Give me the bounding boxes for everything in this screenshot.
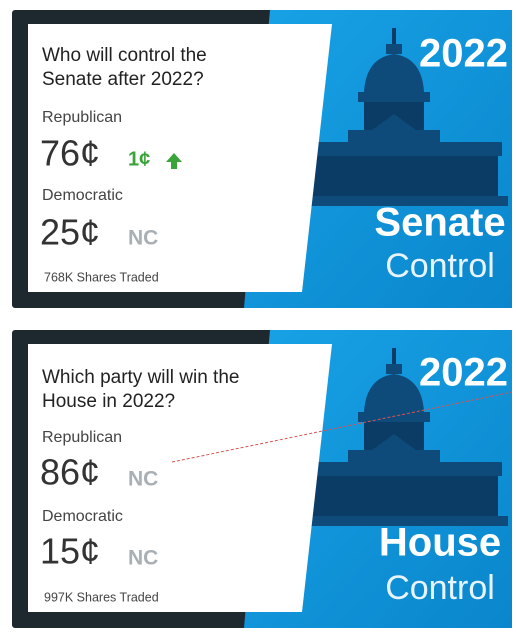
contract-name: Democratic xyxy=(42,187,123,204)
contract-name: Democratic xyxy=(42,508,123,525)
price-change: NC xyxy=(128,468,158,491)
up-arrow xyxy=(166,153,182,169)
contract-price: 86¢ xyxy=(40,452,100,493)
price-change: 1¢ xyxy=(128,148,150,170)
price-change: NC xyxy=(128,227,158,250)
contract-name: Republican xyxy=(42,109,122,126)
banner-year: 2022 xyxy=(419,32,508,76)
contract-name: Republican xyxy=(42,429,122,446)
info-panel xyxy=(28,24,332,292)
question: Who will control the xyxy=(42,45,207,66)
banner-subtitle: Control xyxy=(385,247,495,285)
market-card[interactable]: Who will control the Senate after 2022? … xyxy=(12,10,512,308)
contract-price: 15¢ xyxy=(40,531,100,572)
question: House in 2022? xyxy=(42,391,175,412)
question: Senate after 2022? xyxy=(42,69,204,90)
contract-price: 25¢ xyxy=(40,212,100,253)
annotation-line xyxy=(171,391,513,463)
info-panel xyxy=(28,344,332,612)
contract-price: 76¢ xyxy=(40,133,100,174)
banner-subtitle: Control xyxy=(385,569,495,607)
shares-traded: 768K Shares Traded xyxy=(44,270,159,284)
price-change: NC xyxy=(128,547,158,570)
banner-title: House xyxy=(379,521,501,565)
question: Which party will win the xyxy=(42,367,239,388)
market-card[interactable]: Which party will win the House in 2022? … xyxy=(12,330,513,628)
banner-year: 2022 xyxy=(419,351,508,395)
banner-title: Senate xyxy=(374,201,505,245)
shares-traded: 997K Shares Traded xyxy=(44,590,159,604)
